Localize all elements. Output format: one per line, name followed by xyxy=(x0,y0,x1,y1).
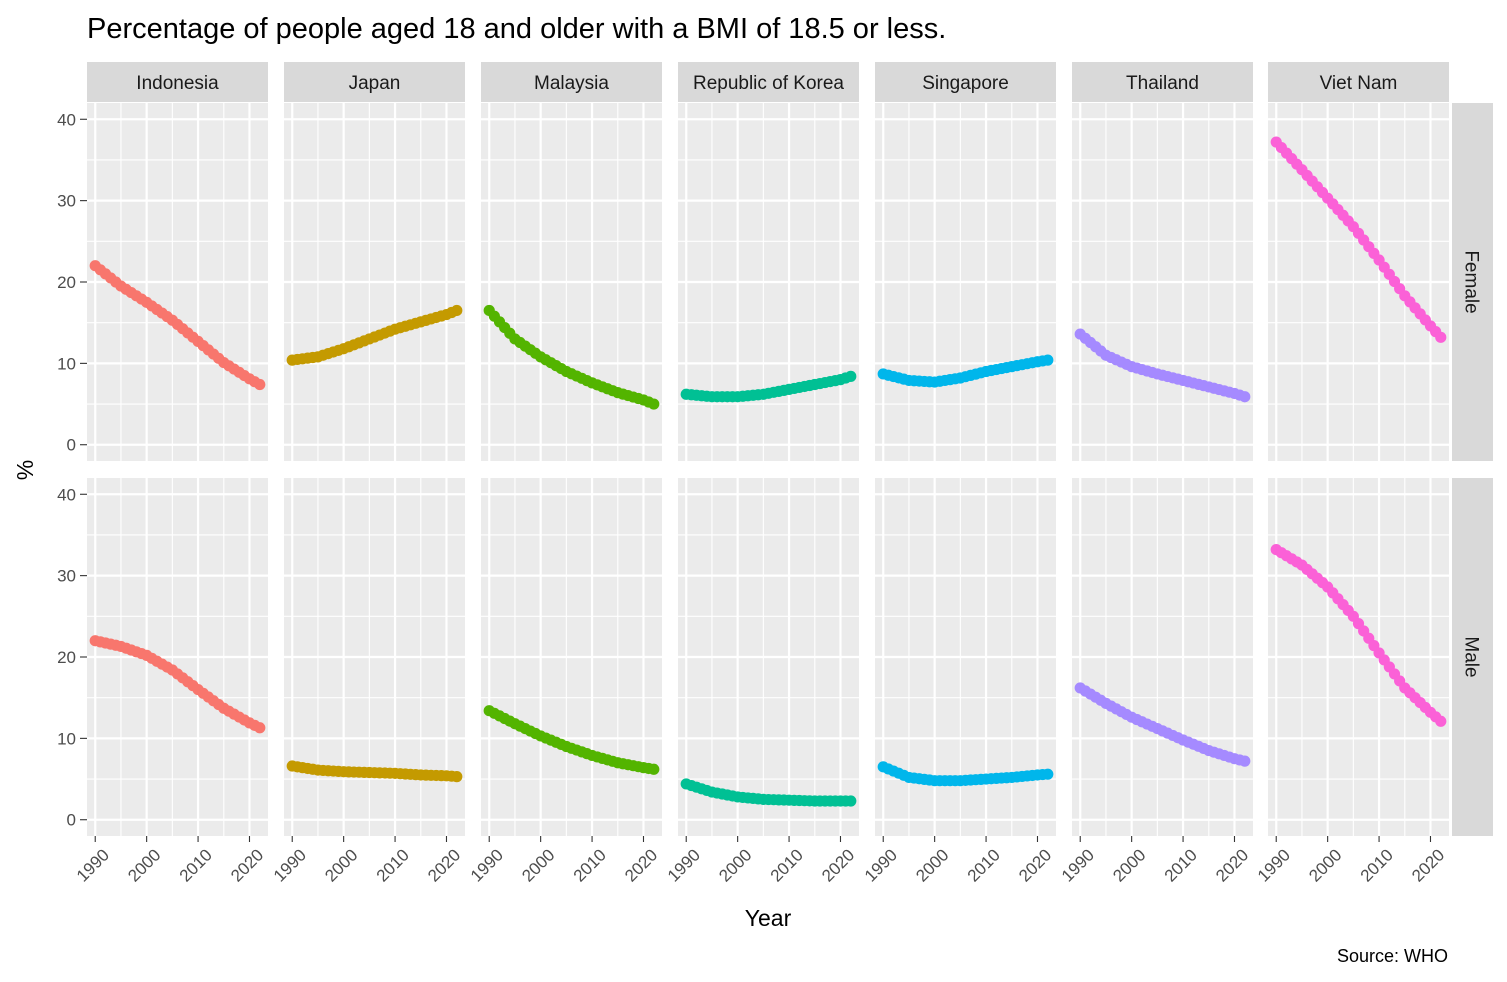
facet-strip-label-2: Malaysia xyxy=(534,73,609,94)
data-point xyxy=(254,722,266,734)
series-0 xyxy=(89,260,266,391)
series-13 xyxy=(1270,544,1447,727)
caption-source: Source: WHO xyxy=(1337,946,1448,966)
y-tick-label: 0 xyxy=(67,436,76,455)
data-point xyxy=(451,304,463,317)
data-point xyxy=(1042,768,1054,780)
x-axis-title: Year xyxy=(745,905,792,931)
panel-0-4 xyxy=(875,103,1056,461)
row-strip-0 xyxy=(1452,103,1493,461)
data-point xyxy=(451,771,463,783)
facet-strip-4 xyxy=(875,62,1056,102)
series-6 xyxy=(1270,136,1447,343)
row-strip-1 xyxy=(1452,478,1493,836)
panel-1-6 xyxy=(1268,478,1449,836)
y-tick-label: 30 xyxy=(57,567,76,586)
y-tick-label: 20 xyxy=(57,648,76,667)
facet-strip-1 xyxy=(284,62,465,102)
facet-strip-5 xyxy=(1072,62,1253,102)
series-3 xyxy=(680,370,857,403)
y-tick-label: 20 xyxy=(57,273,76,292)
facet-strip-label-0: Indonesia xyxy=(136,73,219,94)
facet-strip-label-3: Republic of Korea xyxy=(693,73,844,94)
data-point xyxy=(648,398,660,410)
facet-strip-label-5: Thailand xyxy=(1126,73,1199,94)
facet-strip-3 xyxy=(678,62,859,102)
data-point xyxy=(1239,755,1251,767)
y-tick-label: 10 xyxy=(57,729,76,748)
series-7 xyxy=(89,635,266,734)
series-2 xyxy=(483,304,660,410)
series-4 xyxy=(877,354,1054,388)
data-point xyxy=(1042,354,1054,366)
series-5 xyxy=(1074,328,1251,403)
data-point xyxy=(1239,391,1251,403)
facet-panels: Indonesia Japan Malaysia Republic of Korea S… xyxy=(87,62,1493,836)
y-tick-label: 40 xyxy=(57,110,76,129)
row-strip-label-1: Male xyxy=(1461,636,1482,677)
chart-title: Percentage of people aged 18 and older w… xyxy=(87,13,946,45)
facet-strip-0 xyxy=(87,62,268,102)
y-axis-ticks: 0 10 20 30 40 0 10 20 30 40 xyxy=(57,110,87,830)
facet-strip-label-6: Viet Nam xyxy=(1320,73,1398,94)
panel-1-1 xyxy=(284,478,465,836)
facet-strip-2 xyxy=(481,62,662,102)
data-point xyxy=(1435,331,1447,343)
panel-0-2 xyxy=(481,103,662,461)
series-11 xyxy=(877,761,1054,787)
facet-strip-label-1: Japan xyxy=(349,73,401,94)
series-12 xyxy=(1074,682,1251,767)
panel-1-3 xyxy=(678,478,859,836)
panel-0-5 xyxy=(1072,103,1253,461)
panel-1-5 xyxy=(1072,478,1253,836)
panel-1-0 xyxy=(87,478,268,836)
series-9 xyxy=(483,705,660,775)
facet-strip-label-4: Singapore xyxy=(922,73,1009,94)
panel-0-3 xyxy=(678,103,859,461)
panel-1-2 xyxy=(481,478,662,836)
series-1 xyxy=(286,304,463,366)
y-tick-label: 30 xyxy=(57,192,76,211)
row-strip-label-0: Female xyxy=(1461,250,1482,313)
panel-0-1 xyxy=(284,103,465,461)
data-point xyxy=(254,378,266,391)
facet-strip-6 xyxy=(1268,62,1449,102)
series-8 xyxy=(286,760,463,783)
data-point xyxy=(648,763,660,775)
y-tick-label: 10 xyxy=(57,354,76,373)
data-point xyxy=(845,370,857,382)
y-tick-label: 0 xyxy=(67,811,76,830)
series-10 xyxy=(680,778,857,807)
data-point xyxy=(845,795,857,807)
y-axis-title: % xyxy=(12,460,38,480)
y-tick-label: 40 xyxy=(57,485,76,504)
data-point xyxy=(1435,715,1447,727)
